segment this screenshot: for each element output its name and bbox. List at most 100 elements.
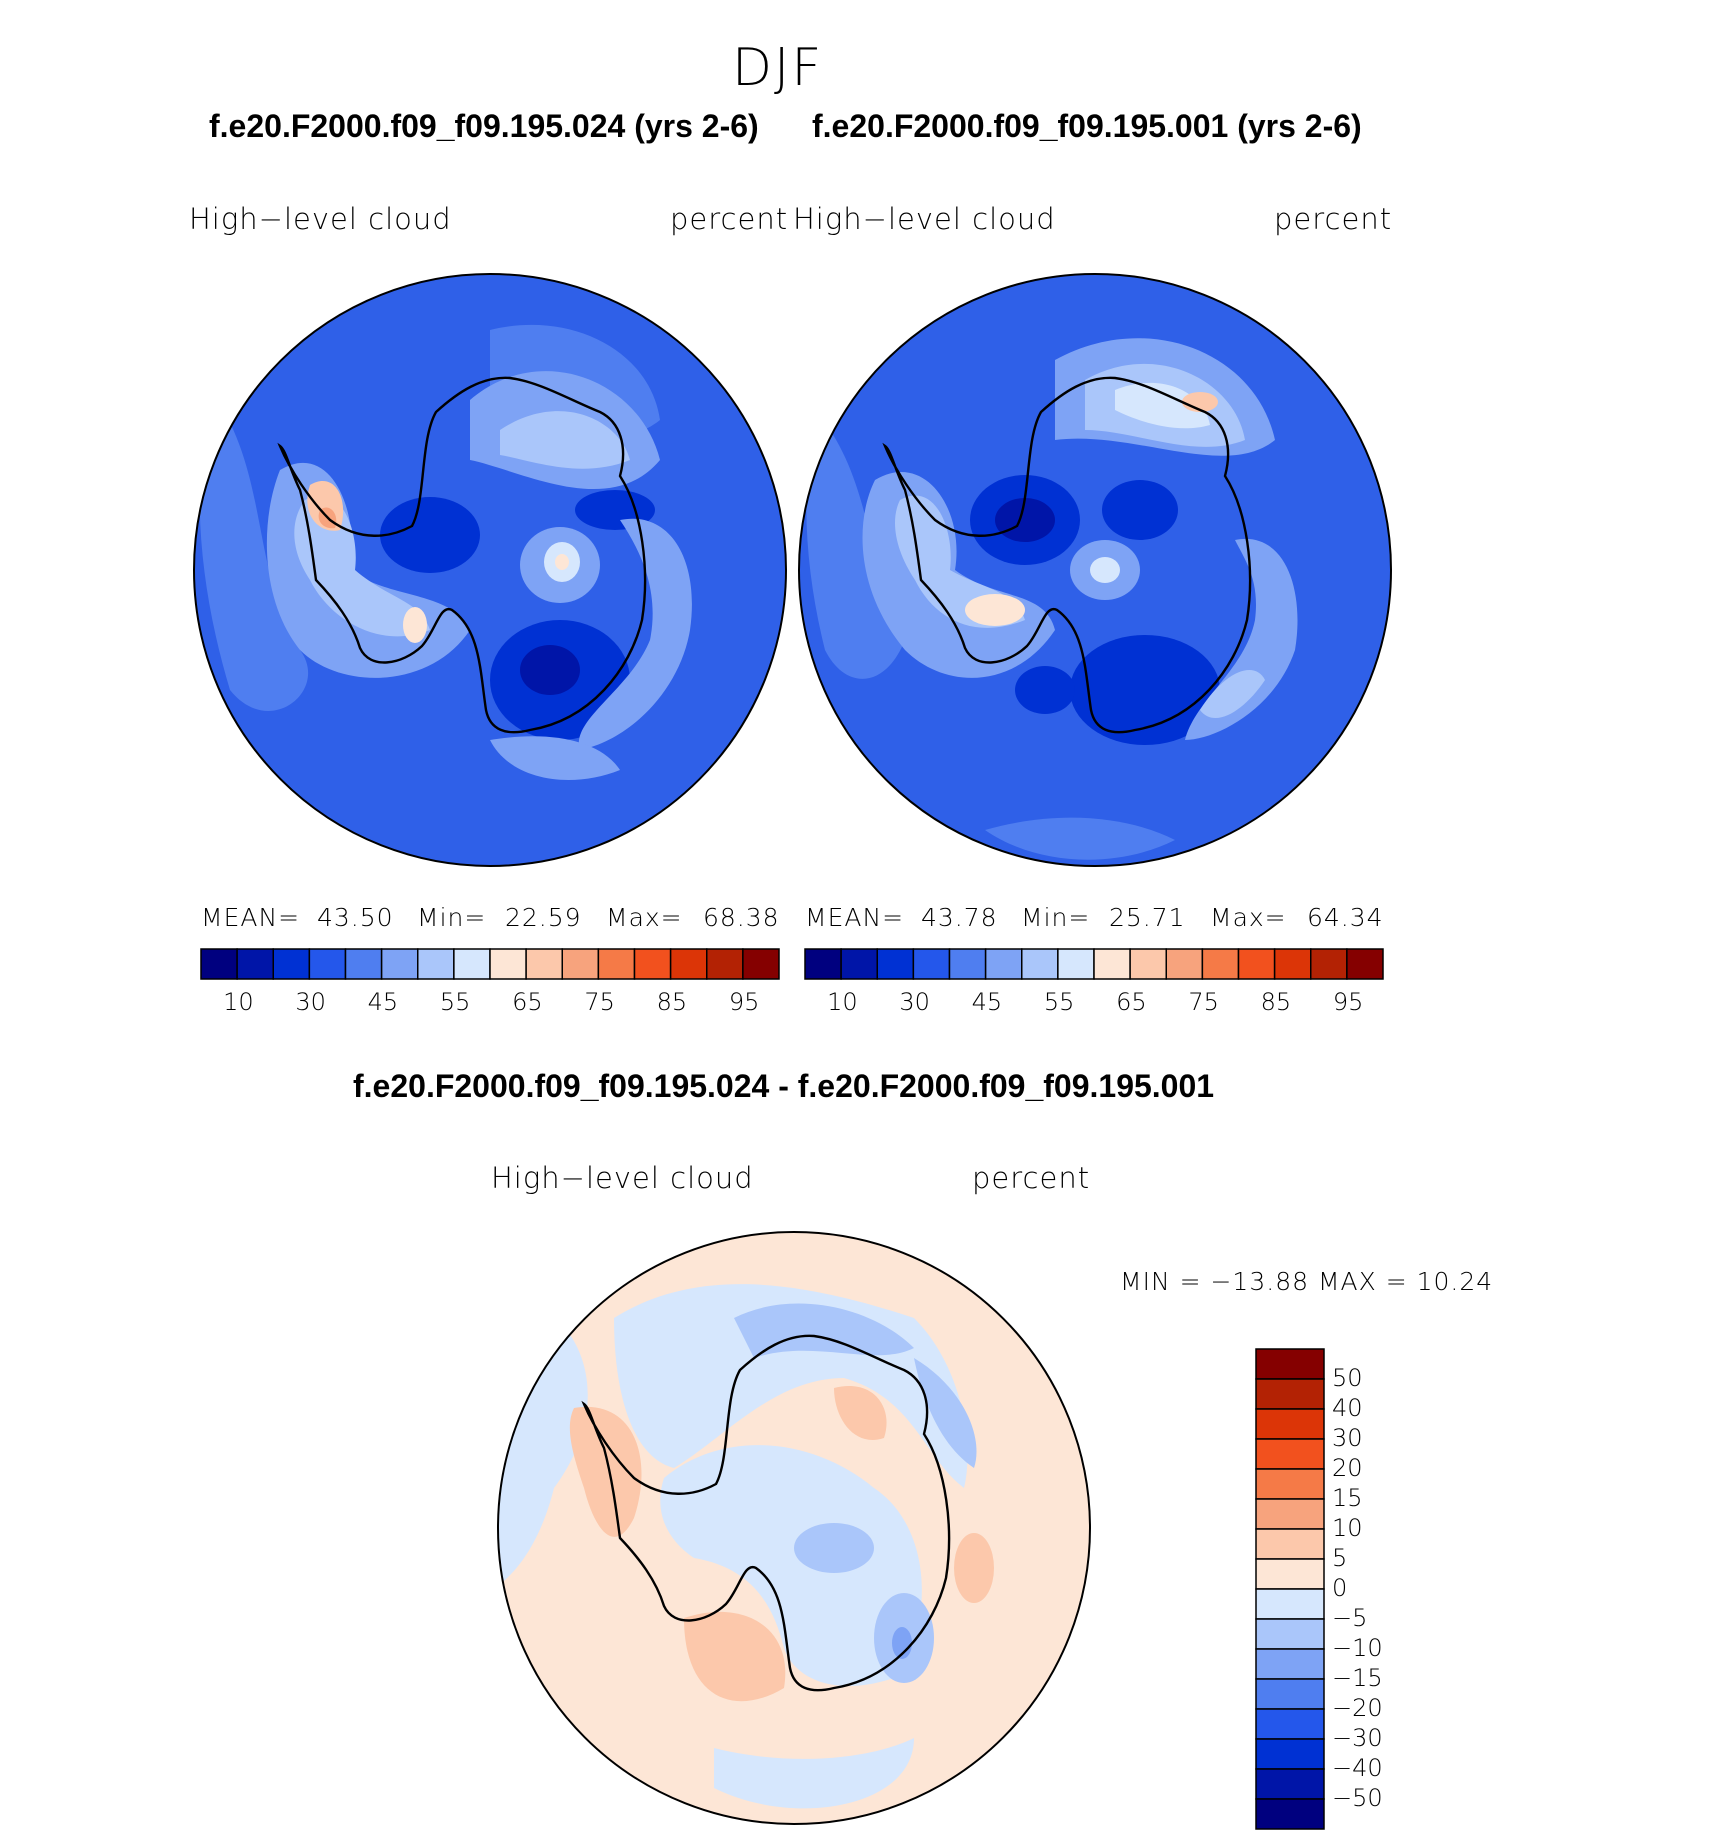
colorbar-tick-label: 50 bbox=[1332, 1364, 1363, 1392]
colorbar-swatch bbox=[1310, 948, 1348, 980]
colorbar-swatch bbox=[1255, 1798, 1325, 1830]
colorbar-tick-label: −15 bbox=[1332, 1664, 1383, 1692]
panel-1-variable: High−level cloud bbox=[189, 202, 452, 236]
contour-region bbox=[555, 554, 569, 570]
contour-region bbox=[995, 498, 1055, 542]
colorbar-swatch bbox=[525, 948, 563, 980]
colorbar-swatch bbox=[1255, 1738, 1325, 1770]
colorbar-swatch bbox=[876, 948, 915, 980]
colorbar-swatch bbox=[1255, 1438, 1325, 1470]
colorbar-swatch bbox=[984, 948, 1023, 980]
contour-region bbox=[1185, 538, 1298, 740]
contour-region bbox=[794, 1523, 874, 1573]
panel-2-units: percent bbox=[1274, 202, 1393, 236]
panel-1-min-label: Min= bbox=[417, 903, 487, 932]
colorbar-swatch bbox=[1255, 1618, 1325, 1650]
contour-region bbox=[1015, 666, 1075, 714]
contour-region bbox=[294, 495, 430, 637]
colorbar-swatch bbox=[1346, 948, 1384, 980]
contour-region bbox=[1115, 382, 1210, 429]
colorbar-swatch bbox=[344, 948, 383, 980]
colorbar-swatch bbox=[633, 948, 672, 980]
colorbar-swatch bbox=[1093, 948, 1131, 980]
colorbar-tick-label: 75 bbox=[584, 988, 615, 1016]
colorbar-swatch bbox=[706, 948, 744, 980]
diff-minmax: MIN = −13.88 MAX = 10.24 bbox=[1120, 1267, 1494, 1296]
contour-region bbox=[965, 594, 1025, 626]
colorbar-swatch bbox=[804, 948, 842, 980]
panel-2-variable: High−level cloud bbox=[793, 202, 1056, 236]
colorbar-swatch bbox=[1273, 948, 1312, 980]
colorbar-tick-label: 55 bbox=[1043, 988, 1075, 1016]
panel-2-map bbox=[798, 273, 1392, 867]
panel-2-mean: 43.78 bbox=[921, 903, 998, 932]
panel-2-title: f.e20.F2000.f09_f09.195.001 (yrs 2-6) bbox=[812, 108, 1362, 144]
colorbar-swatch bbox=[1165, 948, 1204, 980]
colorbar-tick-label: 75 bbox=[1188, 988, 1219, 1016]
colorbar-swatch bbox=[1255, 1378, 1325, 1410]
colorbar-swatch bbox=[742, 948, 780, 980]
colorbar-tick-label: 65 bbox=[1116, 988, 1147, 1016]
colorbar-tick-label: 45 bbox=[971, 988, 1003, 1016]
contour-region bbox=[199, 390, 309, 711]
colorbar-tick-label: −20 bbox=[1332, 1694, 1383, 1722]
contour-region bbox=[1090, 557, 1120, 583]
colorbar-swatch bbox=[1255, 1678, 1325, 1710]
colorbar-tick-label: 30 bbox=[899, 988, 930, 1016]
contour-region bbox=[380, 497, 480, 573]
colorbar-swatch bbox=[200, 948, 238, 980]
contour-region bbox=[714, 1738, 914, 1809]
coastline bbox=[882, 376, 1252, 734]
colorbar-swatch bbox=[1255, 1558, 1325, 1590]
contour-region bbox=[500, 411, 630, 469]
colorbar-swatch bbox=[597, 948, 636, 980]
colorbar-swatch bbox=[1255, 1348, 1325, 1380]
panel-1-max-label: Max= bbox=[606, 903, 683, 932]
panel-1-title: f.e20.F2000.f09_f09.195.024 (yrs 2-6) bbox=[209, 108, 759, 144]
panel-1-map bbox=[193, 273, 787, 867]
colorbar-swatch bbox=[1255, 1768, 1325, 1800]
panel-1-units: percent bbox=[670, 202, 789, 236]
colorbar-swatch bbox=[453, 948, 491, 980]
contour-region bbox=[1200, 670, 1265, 719]
colorbar-tick-label: 95 bbox=[728, 988, 760, 1016]
panel-2-colorbar bbox=[804, 948, 1384, 980]
colorbar-tick-label: 10 bbox=[1332, 1514, 1363, 1542]
colorbar-tick-label: 10 bbox=[223, 988, 254, 1016]
contour-region bbox=[569, 1406, 642, 1537]
colorbar-tick-label: 95 bbox=[1332, 988, 1364, 1016]
diff-title: f.e20.F2000.f09_f09.195.024 - f.e20.F200… bbox=[353, 1068, 1215, 1104]
colorbar-tick-label: −50 bbox=[1332, 1784, 1383, 1812]
colorbar-swatch bbox=[1057, 948, 1095, 980]
diff-variable: High−level cloud bbox=[491, 1161, 754, 1195]
colorbar-tick-label: 40 bbox=[1332, 1394, 1363, 1422]
colorbar-swatch bbox=[236, 948, 274, 980]
season-title: DJF bbox=[732, 38, 824, 98]
colorbar-swatch bbox=[1129, 948, 1167, 980]
contour-region bbox=[914, 1358, 977, 1468]
contour-region bbox=[403, 607, 427, 643]
panel-1-max: 68.38 bbox=[703, 903, 780, 932]
coastline bbox=[277, 376, 647, 734]
contour-region bbox=[734, 1303, 914, 1358]
colorbar-tick-label: 30 bbox=[295, 988, 326, 1016]
contour-region bbox=[1102, 480, 1178, 540]
colorbar-swatch bbox=[489, 948, 527, 980]
colorbar-swatch bbox=[1255, 1708, 1325, 1740]
colorbar-tick-label: 30 bbox=[1332, 1424, 1363, 1452]
colorbar-tick-label: 65 bbox=[512, 988, 543, 1016]
colorbar-tick-label: 5 bbox=[1332, 1544, 1348, 1572]
colorbar-swatch bbox=[380, 948, 419, 980]
panel-2-max: 64.34 bbox=[1307, 903, 1384, 932]
colorbar-swatch bbox=[840, 948, 878, 980]
contour-region bbox=[490, 736, 620, 780]
panel-2-min-label: Min= bbox=[1021, 903, 1091, 932]
diff-units: percent bbox=[972, 1161, 1091, 1195]
contour-region bbox=[578, 518, 692, 750]
colorbar-swatch bbox=[948, 948, 987, 980]
contour-region bbox=[1070, 635, 1220, 745]
colorbar-tick-label: 85 bbox=[656, 988, 688, 1016]
colorbar-swatch bbox=[1255, 1528, 1325, 1560]
contour-region bbox=[954, 1533, 994, 1603]
panel-1-mean: 43.50 bbox=[317, 903, 394, 932]
